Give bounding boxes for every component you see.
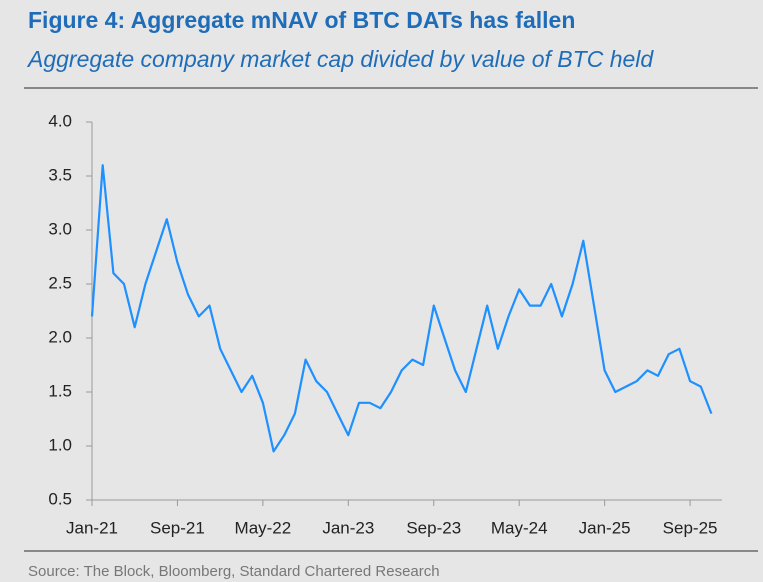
x-tick-label: Jan-21 xyxy=(66,518,118,537)
x-tick-label: Sep-23 xyxy=(406,518,461,537)
x-tick-label: Jan-25 xyxy=(579,518,631,537)
x-tick-label: May-24 xyxy=(491,518,548,537)
y-tick-label: 0.5 xyxy=(48,489,72,508)
source-note: Source: The Block, Bloomberg, Standard C… xyxy=(28,563,440,580)
chart-subtitle: Aggregate company market cap divided by … xyxy=(26,46,654,72)
x-tick-label: Sep-21 xyxy=(150,518,205,537)
x-tick-label: May-22 xyxy=(235,518,292,537)
y-tick-label: 3.5 xyxy=(48,165,72,184)
x-tick-label: Jan-23 xyxy=(322,518,374,537)
y-tick-label: 1.0 xyxy=(48,435,72,454)
y-tick-label: 3.0 xyxy=(48,219,72,238)
y-tick-label: 4.0 xyxy=(48,111,72,130)
y-tick-label: 2.5 xyxy=(48,273,72,292)
data-line xyxy=(90,164,713,453)
x-tick-label: Sep-25 xyxy=(663,518,718,537)
y-tick-label: 1.5 xyxy=(48,381,72,400)
y-tick-label: 2.0 xyxy=(48,327,72,346)
chart-title: Figure 4: Aggregate mNAV of BTC DATs has… xyxy=(28,7,575,33)
